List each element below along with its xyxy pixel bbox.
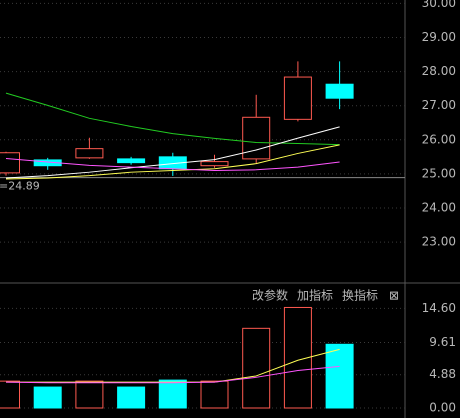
candle-body (117, 158, 146, 164)
volume-bar (242, 327, 271, 409)
panel-button[interactable]: 加指标 (297, 288, 333, 303)
ma-line (5, 92, 340, 146)
y-tick-label: 30.00 (422, 0, 456, 10)
panel-button[interactable]: 改参数 (252, 288, 288, 303)
volume-bar (158, 379, 187, 409)
candle-body (0, 152, 20, 174)
y-tick-label: 24.00 (422, 200, 456, 214)
panel-button[interactable]: ⊠ (389, 289, 399, 303)
ma-line (5, 365, 340, 384)
y-tick-label: 14.60 (422, 301, 456, 315)
panel-button[interactable]: 换指标 (342, 288, 378, 303)
volume-bar (0, 380, 20, 409)
y-tick-label: 27.00 (422, 98, 456, 112)
ma-line (5, 144, 340, 180)
volume-bar (200, 380, 229, 409)
candle-body (242, 116, 271, 160)
y-tick-label: 4.88 (429, 367, 456, 381)
candle-body (283, 76, 312, 120)
candle-body (75, 148, 104, 159)
y-tick-label: 28.00 (422, 64, 456, 78)
y-tick-label: 26.00 (422, 132, 456, 146)
volume-bar (33, 386, 62, 409)
volume-bar (75, 380, 104, 409)
candle-body (200, 161, 229, 167)
y-tick-label: 9.61 (429, 335, 456, 349)
volume-bar (325, 343, 354, 409)
ma-line (6, 348, 340, 383)
volume-bar (117, 386, 146, 409)
y-tick-label: 23.00 (422, 235, 456, 249)
y-tick-label: 29.00 (422, 30, 456, 44)
candle-body (325, 83, 354, 99)
ma-line (5, 126, 340, 179)
y-tick-label: 25.00 (422, 166, 456, 180)
reference-label: 2=24.89 (0, 180, 40, 193)
y-tick-label: 0.00 (429, 401, 456, 415)
ma-line (5, 158, 340, 171)
